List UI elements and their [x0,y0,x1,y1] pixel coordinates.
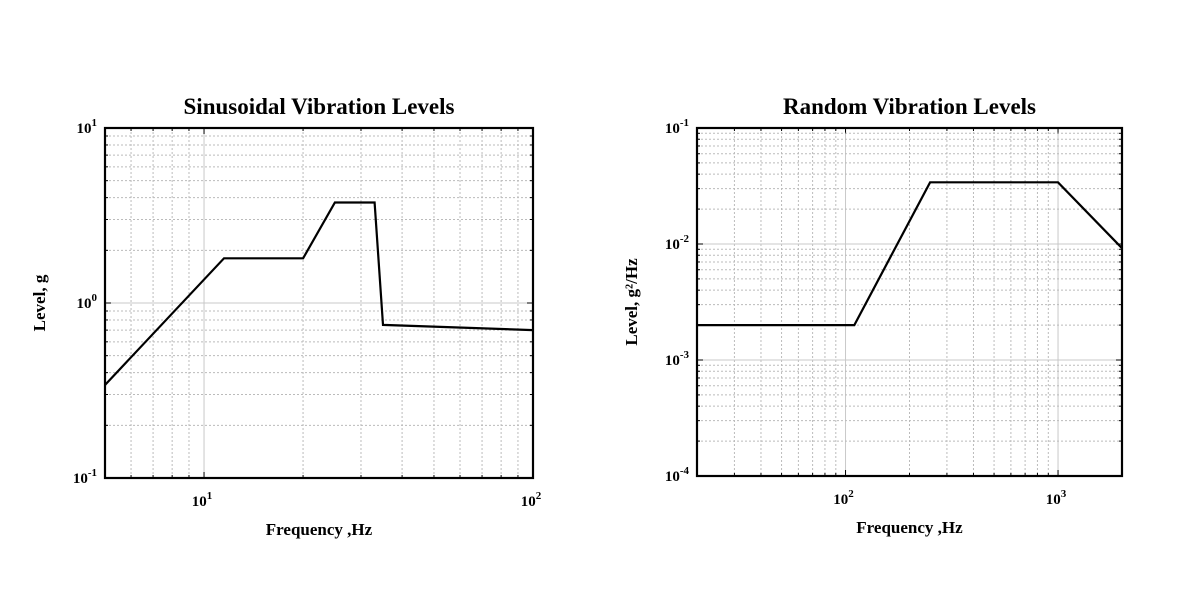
plot-frame [103,126,535,480]
y-tick-label: 10-1 [665,117,689,137]
tick-exponent: 1 [92,117,98,129]
x-tick-label: 102 [521,490,542,510]
tick-exponent: -4 [680,465,690,477]
tick-base: 10 [77,296,92,312]
chart-title: Random Vibration Levels [783,94,1036,119]
x-tick-label: 101 [192,490,213,510]
y-tick-label: 10-1 [73,467,97,487]
tick-exponent: -3 [680,349,690,361]
plot-frame [695,126,1124,478]
tick-exponent: -2 [680,233,690,245]
chart-title: Sinusoidal Vibration Levels [184,94,455,119]
chart-1: Sinusoidal Vibration Levels Frequency ,Hz… [30,94,542,539]
tick-base: 10 [73,471,88,487]
y-tick-label: 10-3 [665,349,690,369]
tick-base: 10 [1046,492,1061,508]
tick-base: 10 [665,469,680,485]
tick-base: 10 [521,494,536,510]
tick-exponent: 0 [92,292,98,304]
y-tick-label: 10-2 [665,233,690,253]
tick-base: 10 [665,353,680,369]
tick-exponent: 3 [1061,488,1067,500]
tick-exponent: 2 [536,490,542,502]
y-tick-label: 101 [77,117,98,137]
series-line [697,181,1123,327]
series-line [104,201,534,386]
tick-exponent: -1 [88,467,97,479]
x-tick-label: 103 [1046,488,1067,508]
tick-exponent: 1 [207,490,213,502]
x-tick-label: 102 [833,488,854,508]
y-tick-label: 100 [77,292,98,312]
tick-base: 10 [77,121,92,137]
tick-base: 10 [192,494,207,510]
x-axis-label: Frequency ,Hz [856,518,963,537]
tick-base: 10 [665,121,680,137]
tick-exponent: 2 [848,488,854,500]
tick-base: 10 [665,237,680,253]
chart-2: Random Vibration Levels Frequency ,Hz Leve… [622,94,1124,537]
y-axis-label: Level, g²/Hz [622,258,641,346]
x-axis-label: Frequency ,Hz [266,520,373,539]
y-axis-label: Level, g [30,274,49,331]
tick-exponent: -1 [680,117,689,129]
tick-base: 10 [833,492,848,508]
y-tick-label: 10-4 [665,465,690,485]
